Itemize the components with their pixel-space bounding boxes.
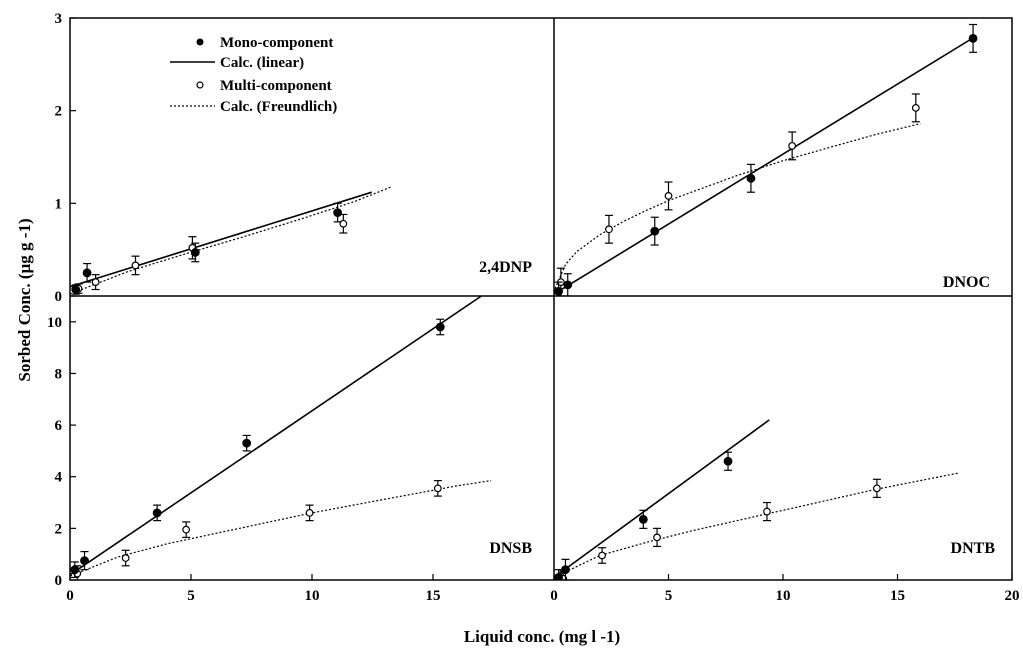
y-tick-label: 0 [55,289,63,305]
panel-label: DNTB [951,540,996,557]
mono-component-point [333,208,343,218]
mono-component-point [650,226,660,236]
x-axis-title: Liquid conc. (mg l -1) [464,627,620,646]
multi-component-point [911,103,920,112]
y-tick-label: 4 [55,470,63,486]
y-tick-label: 8 [55,366,63,382]
multi-component-point [121,554,130,562]
linear-fit-line [70,191,373,288]
mono-component-point [80,556,89,566]
legend-filled-circle-marker [196,38,204,46]
linear-fit-line [554,419,770,579]
plot-area [70,296,492,580]
x-tick-label: 10 [776,588,791,604]
mono-component-point [82,268,92,278]
panels-layer: 0 1 2 3 2,4DNP DNOC 0 2 4 6 8 10 0 5 10 15 DNSB 0 5 10 15 20 D… [47,11,1020,604]
legend-label-linear: Calc. (linear) [220,55,304,71]
y-tick-label: 2 [55,104,63,120]
plot-area [70,186,392,295]
x-tick-label: 0 [66,588,74,604]
mono-component-point [561,565,570,575]
panel-top-left: 0 1 2 3 2,4DNP [55,11,533,305]
freundlich-fit-line [70,480,492,577]
legend-label-multi: Multi-component [220,78,332,94]
multi-component-point [664,192,673,200]
panel-label: DNSB [489,540,532,557]
plot-area [554,23,978,296]
x-tick-label: 10 [305,588,320,604]
multi-component-point [763,507,771,516]
mono-component-point [71,285,81,294]
freundlich-fit-line [554,123,921,289]
linear-fit-line [70,296,482,576]
y-tick-label: 2 [55,521,63,537]
mono-component-point [70,565,80,575]
plot-frame [69,17,1013,581]
mono-component-point [638,514,648,524]
legend-open-circle-marker [196,81,204,89]
x-tick-label: 15 [426,588,441,604]
multi-component-point [788,141,797,150]
multi-component-point [598,551,606,560]
mono-component-point [968,33,978,43]
panel-label: 2,4DNP [479,259,532,276]
mono-component-point [190,248,200,257]
freundlich-fit-line [70,186,392,295]
x-tick-label: 5 [187,588,195,604]
panel-top-right: DNOC [554,23,990,296]
plot-area [554,419,960,580]
mono-component-point [152,508,162,518]
multi-component-point [339,219,348,228]
y-tick-label: 1 [55,196,63,212]
multi-component-point [433,484,442,493]
panel-bottom-left: 0 2 4 6 8 10 0 5 10 15 DNSB [47,296,532,604]
mono-component-point [554,573,563,580]
multi-component-point [91,278,100,287]
x-tick-label: 20 [1005,588,1020,604]
mono-component-point [242,438,252,448]
y-tick-label: 0 [55,573,63,589]
y-tick-label: 3 [55,11,63,27]
legend-label-mono: Mono-component [220,35,333,51]
multi-component-point [653,533,661,542]
multi-component-point [182,525,191,534]
legend-label-freundlich: Calc. (Freundlich) [220,99,337,115]
freundlich-fit-line [554,472,960,578]
mono-component-point [746,173,756,183]
mono-component-point [554,286,563,296]
y-tick-label: 10 [47,315,62,331]
y-axis-title: Sorbed Conc. (µg g -1) [15,218,34,381]
mono-component-point [563,280,573,290]
y-tick-label: 6 [55,418,63,434]
multi-component-point [305,508,314,517]
multi-component-point [605,225,613,234]
mono-component-point [723,456,733,466]
mono-component-point [435,322,445,332]
frames-layer [69,17,1013,581]
x-tick-label: 0 [550,588,558,604]
multi-component-point [872,484,881,493]
linear-fit-line [554,35,976,295]
legend: Mono-component Calc. (linear) Multi-comp… [170,35,337,115]
multi-component-point [131,261,140,270]
panel-label: DNOC [943,274,990,291]
panel-bottom-right: 0 5 10 15 20 DNTB [550,419,1020,604]
x-tick-label: 15 [890,588,905,604]
x-tick-label: 5 [665,588,673,604]
